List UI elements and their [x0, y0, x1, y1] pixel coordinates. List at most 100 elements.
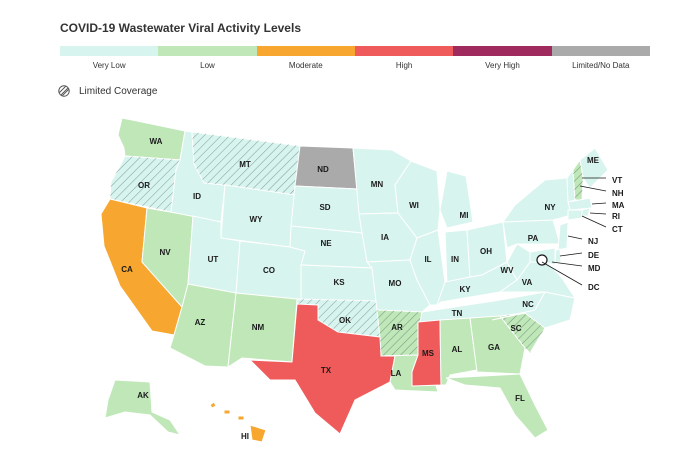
state-label-pa: PA [528, 234, 539, 243]
state-label-ia: IA [381, 233, 389, 242]
state-label-nj: NJ [588, 237, 598, 246]
legend-label: Low [200, 61, 215, 70]
state-label-ma: MA [612, 201, 625, 210]
state-nh[interactable] [572, 158, 584, 201]
state-ri[interactable] [581, 207, 591, 217]
state-wi[interactable] [394, 160, 441, 239]
state-label-hi: HI [241, 432, 249, 441]
state-label-wa: WA [150, 137, 163, 146]
state-nc[interactable] [491, 291, 576, 329]
state-label-vt: VT [612, 176, 622, 185]
limited-coverage-legend: Limited Coverage [58, 85, 157, 97]
state-ct[interactable] [567, 209, 583, 221]
state-label-wi: WI [409, 201, 419, 210]
state-hi[interactable] [209, 401, 267, 443]
state-me[interactable] [579, 147, 609, 189]
state-tx[interactable] [248, 303, 396, 435]
legend-swatch [551, 46, 650, 56]
state-ma[interactable] [567, 197, 593, 211]
state-label-az: AZ [195, 318, 206, 327]
legend-swatch [453, 46, 552, 56]
map-title: COVID-19 Wastewater Viral Activity Level… [60, 21, 301, 35]
state-label-nm: NM [252, 323, 265, 332]
state-label-wv: WV [501, 266, 515, 275]
state-label-ak: AK [137, 391, 149, 400]
state-label-or: OR [138, 181, 150, 190]
state-label-ky: KY [459, 285, 471, 294]
state-label-va: VA [522, 278, 533, 287]
leader-line-nj [567, 235, 583, 240]
state-label-nv: NV [159, 248, 171, 257]
state-label-nd: ND [317, 165, 329, 174]
state-il[interactable] [409, 229, 446, 306]
state-label-ar: AR [391, 323, 403, 332]
state-label-ks: KS [333, 278, 345, 287]
legend-item-very-low: Very Low [60, 46, 159, 70]
labels-layer: WA OR CA NV ID MT WY UT AZ CO NM ND SD NE KS OK TX MN IA MO… [121, 137, 624, 441]
legend-swatch [256, 46, 355, 56]
state-nm[interactable] [227, 292, 298, 368]
state-ar[interactable] [376, 309, 423, 357]
state-label-id: ID [193, 192, 201, 201]
state-label-mo: MO [389, 279, 402, 288]
state-label-ct: CT [612, 225, 623, 234]
state-ny[interactable] [502, 177, 573, 223]
state-label-al: AL [452, 345, 463, 354]
leader-line-md [551, 261, 583, 267]
state-label-tn: TN [452, 309, 463, 318]
state-label-oh: OH [480, 247, 492, 256]
leader-line-dc [541, 261, 583, 286]
state-label-ut: UT [208, 255, 219, 264]
state-label-sd: SD [319, 203, 330, 212]
legend-label: Limited/No Data [572, 61, 630, 70]
state-fl[interactable] [445, 373, 549, 439]
state-label-tx: TX [321, 366, 332, 375]
leader-line-nh [579, 185, 607, 192]
legend-label: Very Low [92, 61, 126, 70]
state-label-mi: MI [460, 211, 469, 220]
state-label-il: IL [424, 255, 431, 264]
legend-label: High [395, 61, 413, 70]
state-label-ny: NY [544, 203, 556, 212]
state-label-la: LA [391, 369, 402, 378]
legend-swatch [354, 46, 454, 56]
legend-label: Very High [485, 61, 520, 70]
dc-marker[interactable] [536, 254, 548, 266]
legend: Very Low Low Moderate High Very High Lim… [60, 46, 650, 70]
state-label-nc: NC [522, 300, 534, 309]
state-label-md: MD [588, 264, 601, 273]
legend-item-high: High [354, 46, 454, 70]
state-label-ms: MS [422, 349, 435, 358]
legend-item-very-high: Very High [453, 46, 552, 70]
state-label-ok: OK [339, 316, 351, 325]
state-label-dc: DC [588, 283, 600, 292]
leader-line-de [559, 252, 583, 257]
state-label-mt: MT [239, 160, 251, 169]
hatch-icon [58, 85, 70, 97]
state-mi[interactable] [439, 170, 474, 229]
legend-item-low: Low [158, 46, 257, 70]
state-label-fl: FL [515, 394, 525, 403]
state-de[interactable] [554, 248, 562, 263]
state-label-nh: NH [612, 189, 624, 198]
limited-coverage-label: Limited Coverage [79, 85, 158, 97]
state-label-co: CO [263, 266, 275, 275]
legend-item-limited-no-data: Limited/No Data [551, 46, 650, 70]
state-label-ne: NE [320, 239, 332, 248]
legend-item-moderate: Moderate [256, 46, 355, 70]
legend-swatch [60, 46, 159, 56]
state-label-me: ME [587, 156, 600, 165]
state-label-ri: RI [612, 212, 620, 221]
legend-label: Moderate [288, 61, 323, 70]
state-label-ga: GA [488, 343, 500, 352]
state-nj[interactable] [557, 221, 569, 251]
state-label-mn: MN [371, 180, 384, 189]
leader-line-ma [591, 202, 607, 205]
state-label-wy: WY [250, 215, 264, 224]
leader-line-ri [589, 212, 607, 215]
state-label-de: DE [588, 251, 600, 260]
state-label-sc: SC [510, 324, 521, 333]
state-label-in: IN [451, 255, 459, 264]
state-ak[interactable] [104, 379, 182, 436]
